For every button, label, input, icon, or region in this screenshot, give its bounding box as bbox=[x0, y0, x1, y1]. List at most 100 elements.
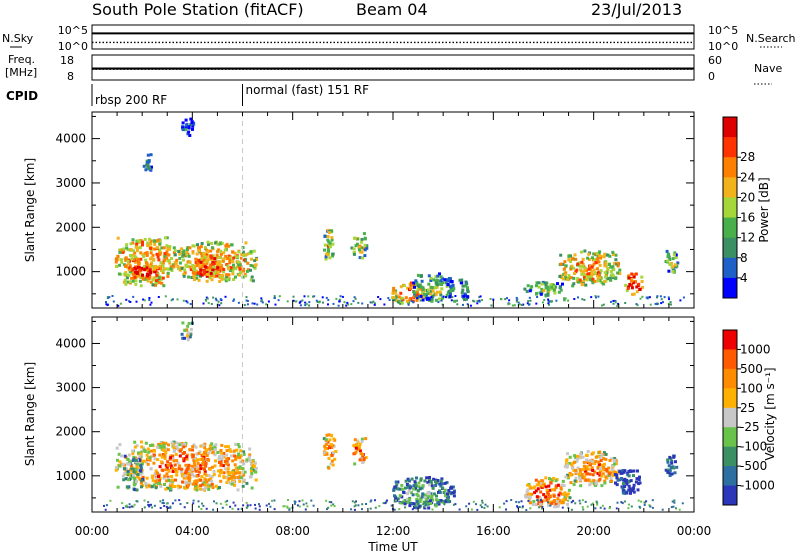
velocity-region-2 bbox=[122, 454, 145, 492]
time-axis-label: Time UT bbox=[367, 540, 418, 554]
velocity-colorbar-tick-label: 1000 bbox=[740, 342, 771, 356]
velocity-y-tick-label: 2000 bbox=[55, 425, 86, 439]
velocity-colorbar-tick-label: -100 bbox=[740, 440, 767, 454]
velocity-region-3 bbox=[180, 321, 194, 342]
velocity-region-8 bbox=[563, 450, 621, 488]
time-tick-label: 20:00 bbox=[576, 524, 611, 538]
power-colorbar-swatch bbox=[723, 197, 737, 219]
power-panel-frame bbox=[91, 111, 695, 309]
velocity-colorbar-tick-label: 100 bbox=[740, 381, 763, 395]
time-tick-label: 00:00 bbox=[677, 524, 712, 538]
power-region-12 bbox=[523, 280, 564, 297]
velocity-colorbar-swatch bbox=[723, 349, 737, 370]
power-region-15 bbox=[664, 249, 680, 274]
noise-right-tick-top: 10^5 bbox=[708, 24, 738, 37]
nave-right-tick-bottom: 0 bbox=[708, 70, 715, 83]
power-region-7 bbox=[323, 228, 335, 261]
power-colorbar-tick-label: 16 bbox=[740, 211, 755, 225]
velocity-y-tick-label: 1000 bbox=[55, 469, 86, 483]
date-label: 23/Jul/2013 bbox=[591, 0, 682, 19]
cpid-segment-1: rbsp 200 RF bbox=[95, 93, 167, 107]
nave-right-label: Nave bbox=[754, 62, 782, 75]
power-region-5 bbox=[181, 117, 196, 137]
velocity-data-layer bbox=[103, 321, 684, 511]
velocity-y-label: Slant Range [km] bbox=[23, 362, 37, 466]
noise-left-label: N.Sky bbox=[2, 32, 34, 45]
power-colorbar-tick-label: 28 bbox=[740, 150, 755, 164]
velocity-colorbar-tick-label: -500 bbox=[740, 459, 767, 473]
velocity-region-9 bbox=[613, 469, 642, 495]
time-tick-label: 12:00 bbox=[376, 524, 411, 538]
power-colorbar-tick-label: 4 bbox=[740, 271, 748, 285]
power-region-13 bbox=[558, 249, 622, 288]
frequency-series-layer bbox=[92, 67, 694, 70]
velocity-panel: 1000 2000 3000 4000 Slant Range [km] 1000 50… bbox=[23, 316, 777, 513]
frequency-panel: Freq. [MHz] 18 8 60 0 Nave bbox=[5, 53, 782, 85]
power-region-8 bbox=[350, 232, 369, 260]
velocity-colorbar-tick-label: -25 bbox=[740, 420, 760, 434]
power-near-range-echoes bbox=[105, 295, 685, 307]
power-colorbar: 4 8 12 16 20 24 28 bbox=[722, 116, 755, 299]
velocity-colorbar-swatch bbox=[723, 330, 737, 350]
noise-panel: N.Sky 10^5 10^0 10^5 10^0 N.Search bbox=[2, 24, 796, 53]
power-y-tick-label: 1000 bbox=[55, 265, 86, 279]
power-colorbar-tick-label: 12 bbox=[740, 231, 755, 245]
power-region-14 bbox=[624, 272, 645, 296]
velocity-region-7 bbox=[523, 476, 572, 509]
power-y-label: Slant Range [km] bbox=[23, 158, 37, 262]
station-title: South Pole Station (fitACF) bbox=[92, 0, 304, 19]
velocity-region-10 bbox=[664, 454, 679, 477]
velocity-colorbar-swatch bbox=[723, 485, 737, 506]
power-colorbar-swatch bbox=[723, 137, 737, 158]
time-tick-label: 08:00 bbox=[275, 524, 310, 538]
noise-left-tick-bottom: 10^0 bbox=[58, 40, 88, 53]
cpid-segment-2: normal (fast) 151 RF bbox=[246, 83, 370, 97]
velocity-near-range-echoes bbox=[103, 499, 684, 511]
time-tick-label: 00:00 bbox=[75, 524, 110, 538]
time-tick-label: 04:00 bbox=[175, 524, 210, 538]
velocity-colorbar-swatch bbox=[723, 407, 737, 428]
power-colorbar-tick-label: 20 bbox=[740, 190, 755, 204]
power-data-layer bbox=[105, 117, 685, 307]
noise-panel-frame bbox=[91, 24, 695, 50]
power-y-tick-label: 2000 bbox=[55, 220, 86, 234]
power-panel: 1000 2000 3000 4000 Slant Range [km] 4 8 12 16… bbox=[23, 111, 771, 309]
freq-left-tick-top: 18 bbox=[60, 54, 74, 67]
freq-left-tick-bottom: 8 bbox=[67, 70, 74, 83]
velocity-colorbar-swatch bbox=[723, 388, 737, 409]
velocity-colorbar: 1000 500 100 25 -25 -100 -500 -1000 bbox=[722, 329, 775, 506]
power-region-2 bbox=[174, 240, 258, 283]
velocity-y-tick-label: 3000 bbox=[55, 381, 86, 395]
velocity-colorbar-swatch bbox=[723, 446, 737, 467]
power-colorbar-swatch bbox=[723, 277, 737, 299]
cpid-label: CPID bbox=[6, 89, 38, 103]
power-colorbar-swatch bbox=[723, 157, 737, 178]
nave-right-tick-top: 60 bbox=[708, 54, 722, 67]
noise-right-label: N.Search bbox=[746, 32, 796, 45]
power-region-4 bbox=[191, 256, 226, 278]
power-y-tick-label: 3000 bbox=[55, 176, 86, 190]
velocity-colorbar-tick-label: 500 bbox=[740, 362, 763, 376]
velocity-colorbar-swatch bbox=[723, 466, 737, 487]
power-colorbar-swatch bbox=[723, 237, 737, 259]
beam-label: Beam 04 bbox=[356, 0, 428, 19]
time-tick-label: 16:00 bbox=[476, 524, 511, 538]
power-region-3 bbox=[130, 261, 160, 281]
power-y-axis: 1000 2000 3000 4000 bbox=[55, 115, 694, 295]
power-colorbar-tick-label: 8 bbox=[740, 251, 748, 265]
power-colorbar-swatch bbox=[723, 217, 737, 239]
velocity-region-4 bbox=[322, 433, 338, 470]
velocity-colorbar-tick-label: 25 bbox=[740, 401, 755, 415]
power-region-6 bbox=[142, 153, 153, 172]
noise-series-layer bbox=[92, 32, 694, 44]
power-colorbar-tick-label: 24 bbox=[740, 170, 755, 184]
power-y-tick-label: 4000 bbox=[55, 132, 86, 146]
power-region-11 bbox=[458, 278, 470, 302]
freq-left-label-1: Freq. bbox=[8, 53, 35, 66]
power-colorbar-label: Power [dB] bbox=[757, 177, 771, 242]
cpid-row: CPID rbsp 200 RF normal (fast) 151 RF bbox=[6, 83, 369, 107]
noise-right-tick-bottom: 10^0 bbox=[708, 40, 738, 53]
power-colorbar-swatch bbox=[723, 117, 737, 138]
freq-left-label-2: [MHz] bbox=[5, 66, 37, 79]
